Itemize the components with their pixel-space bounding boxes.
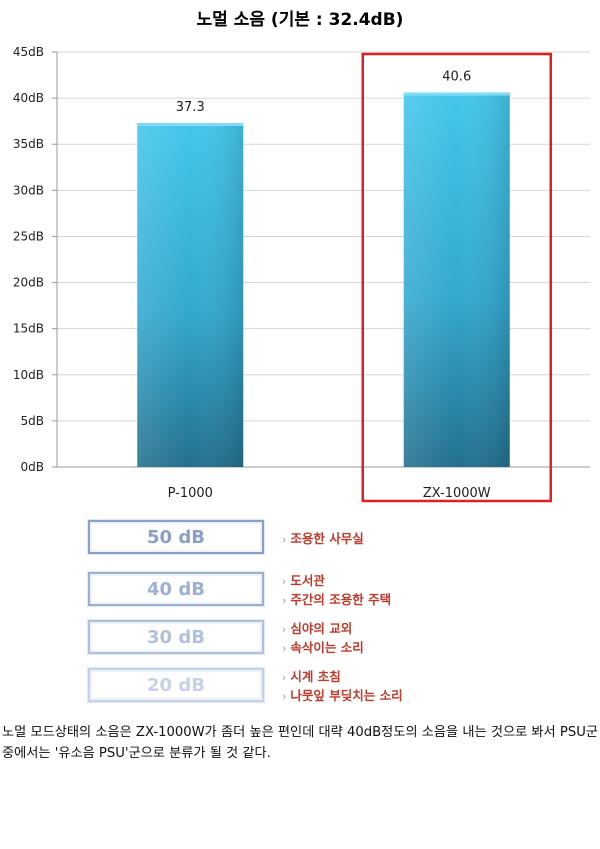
x-axis-categories: P-1000 ZX-1000W [168, 486, 491, 501]
legend-level-box: 20 dB [88, 668, 264, 702]
data-label-p-1000: 37.3 [176, 100, 205, 115]
highlight-box [361, 52, 552, 503]
legend-description-line: 시계 초침 [282, 668, 432, 687]
legend-level-box: 50 dB [88, 520, 264, 554]
legend-description-line: 도서관 [282, 572, 432, 591]
legend-description: 심야의 교외속삭이는 소리 [282, 618, 432, 660]
y-tick-label: 0dB [21, 460, 44, 474]
legend-level-box: 30 dB [88, 620, 264, 654]
y-tick-label: 25dB [13, 229, 44, 243]
legend-row: 30 dB심야의 교외속삭이는 소리 [86, 618, 426, 660]
legend-description: 조용한 사무실 [282, 518, 432, 560]
legend-description-line: 주간의 조용한 주택 [282, 591, 432, 610]
y-tick-label: 15dB [13, 322, 44, 336]
data-label-zx-1000w: 40.6 [442, 70, 471, 85]
legend-description: 도서관주간의 조용한 주택 [282, 570, 432, 612]
legend-row: 20 dB시계 초침나뭇잎 부딪치는 소리 [86, 666, 426, 708]
y-axis-ticks: 0dB 5dB 10dB 15dB 20dB 25dB 30dB 35dB 40dB 45dB [13, 45, 57, 474]
bar-top-highlight [137, 123, 244, 127]
legend-level-box: 40 dB [88, 572, 264, 606]
bar-top-highlight [403, 92, 510, 96]
bar-shade [137, 123, 244, 467]
chart-title: 노멀 소음 (기본 : 32.4dB) [197, 9, 404, 30]
bars [137, 92, 510, 468]
legend-row: 40 dB도서관주간의 조용한 주택 [86, 570, 426, 612]
y-tick-label: 30dB [13, 183, 44, 197]
legend-description-line: 속삭이는 소리 [282, 639, 432, 658]
legend-description-line: 나뭇잎 부딪치는 소리 [282, 687, 432, 706]
y-tick-label: 35dB [13, 137, 44, 151]
data-labels: 37.3 40.6 [176, 70, 471, 115]
legend-description: 시계 초침나뭇잎 부딪치는 소리 [282, 666, 432, 708]
highlight-box-group [361, 52, 552, 503]
noise-bar-chart: 노멀 소음 (기본 : 32.4dB) 0dB 5dB 10dB 15dB 20dB 25… [13, 9, 590, 503]
bar-shade [403, 92, 510, 468]
y-tick-label: 40dB [13, 91, 44, 105]
x-category-label: ZX-1000W [423, 486, 491, 501]
x-category-label: P-1000 [168, 486, 213, 501]
legend-description-line: 심야의 교외 [282, 620, 432, 639]
legend-description-line: 조용한 사무실 [282, 530, 432, 549]
y-tick-label: 5dB [21, 414, 44, 428]
description-paragraph: 노멀 모드상태의 소음은 ZX-1000W가 좀더 높은 편인데 대략 40dB… [2, 725, 598, 761]
gridlines [56, 51, 590, 468]
y-tick-label: 10dB [13, 368, 44, 382]
legend-row: 50 dB조용한 사무실 [86, 518, 426, 560]
y-tick-label: 45dB [13, 45, 44, 59]
y-tick-label: 20dB [13, 276, 44, 290]
